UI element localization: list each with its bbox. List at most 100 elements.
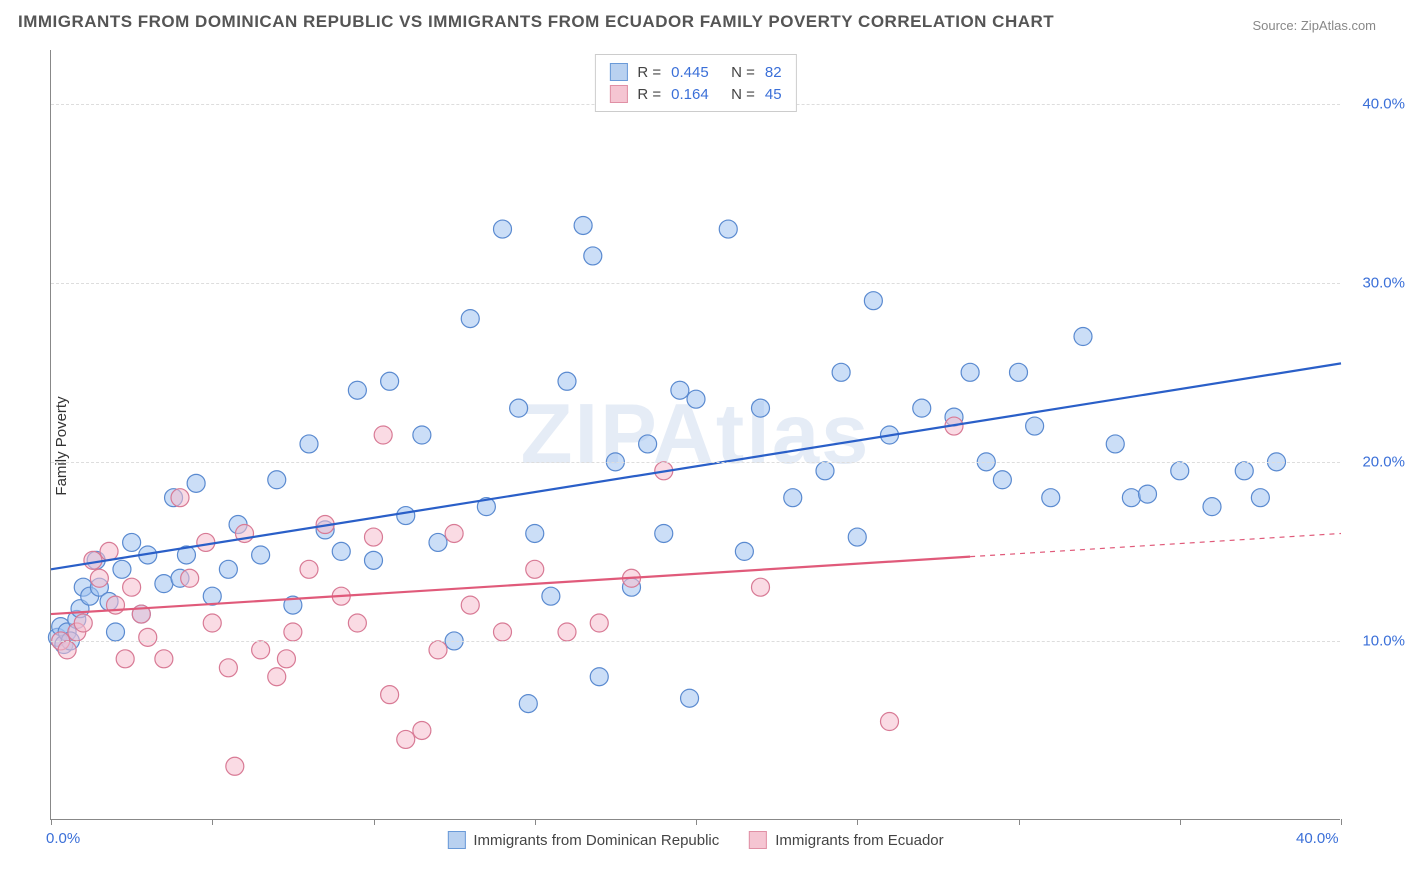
data-point (300, 560, 318, 578)
data-point (187, 474, 205, 492)
data-point (735, 542, 753, 560)
data-point (526, 560, 544, 578)
legend-swatch (447, 831, 465, 849)
data-point (752, 399, 770, 417)
legend-r-label: R = (637, 64, 661, 81)
gridline (51, 641, 1340, 642)
x-tick (1019, 819, 1020, 825)
data-point (1106, 435, 1124, 453)
data-point (381, 686, 399, 704)
data-point (993, 471, 1011, 489)
data-point (397, 730, 415, 748)
series-name: Immigrants from Ecuador (775, 832, 943, 849)
data-point (107, 623, 125, 641)
data-point (681, 689, 699, 707)
data-point (348, 381, 366, 399)
y-tick-label: 20.0% (1362, 453, 1405, 470)
x-tick (535, 819, 536, 825)
data-point (100, 542, 118, 560)
data-point (197, 533, 215, 551)
data-point (300, 435, 318, 453)
data-point (381, 372, 399, 390)
data-point (413, 721, 431, 739)
data-point (864, 292, 882, 310)
data-point (1251, 489, 1269, 507)
data-point (816, 462, 834, 480)
data-point (252, 546, 270, 564)
data-point (510, 399, 528, 417)
data-point (397, 507, 415, 525)
data-point (848, 528, 866, 546)
data-point (268, 471, 286, 489)
legend-r-value: 0.164 (671, 86, 721, 103)
legend-row: R = 0.164 N = 45 (609, 83, 781, 105)
data-point (219, 560, 237, 578)
data-point (413, 426, 431, 444)
legend-swatch (749, 831, 767, 849)
data-point (558, 623, 576, 641)
legend-swatch (609, 63, 627, 81)
source-attribution: Source: ZipAtlas.com (1252, 18, 1376, 33)
data-point (1122, 489, 1140, 507)
data-point (881, 713, 899, 731)
x-tick (1180, 819, 1181, 825)
data-point (494, 623, 512, 641)
legend-n-label: N = (731, 64, 755, 81)
x-tick (51, 819, 52, 825)
data-point (155, 650, 173, 668)
legend-swatch (609, 85, 627, 103)
data-point (719, 220, 737, 238)
data-point (1074, 328, 1092, 346)
data-point (461, 596, 479, 614)
data-point (574, 216, 592, 234)
data-point (284, 623, 302, 641)
data-point (332, 542, 350, 560)
data-point (494, 220, 512, 238)
legend-n-value: 45 (765, 86, 782, 103)
data-point (1026, 417, 1044, 435)
data-point (155, 575, 173, 593)
data-point (58, 641, 76, 659)
correlation-legend: R = 0.445 N = 82 R = 0.164 N = 45 (594, 54, 796, 112)
data-point (90, 569, 108, 587)
x-tick-label: 0.0% (46, 830, 80, 847)
data-point (445, 524, 463, 542)
y-tick-label: 30.0% (1362, 274, 1405, 291)
x-tick (374, 819, 375, 825)
legend-r-value: 0.445 (671, 64, 721, 81)
data-point (1010, 363, 1028, 381)
data-point (268, 668, 286, 686)
data-point (74, 614, 92, 632)
data-point (558, 372, 576, 390)
x-tick-label: 40.0% (1296, 830, 1339, 847)
legend-n-label: N = (731, 86, 755, 103)
data-point (252, 641, 270, 659)
data-point (584, 247, 602, 265)
legend-row: R = 0.445 N = 82 (609, 61, 781, 83)
series-name: Immigrants from Dominican Republic (473, 832, 719, 849)
chart-title: IMMIGRANTS FROM DOMINICAN REPUBLIC VS IM… (18, 12, 1054, 32)
chart-canvas (51, 50, 1340, 819)
series-legend: Immigrants from Dominican Republic Immigr… (447, 831, 943, 849)
x-tick (857, 819, 858, 825)
legend-n-value: 82 (765, 64, 782, 81)
y-tick-label: 10.0% (1362, 632, 1405, 649)
data-point (226, 757, 244, 775)
data-point (365, 551, 383, 569)
data-point (181, 569, 199, 587)
data-point (784, 489, 802, 507)
data-point (542, 587, 560, 605)
data-point (365, 528, 383, 546)
data-point (832, 363, 850, 381)
legend-r-label: R = (637, 86, 661, 103)
data-point (913, 399, 931, 417)
data-point (687, 390, 705, 408)
data-point (519, 695, 537, 713)
x-tick (1341, 819, 1342, 825)
data-point (203, 587, 221, 605)
plot-area: ZIPAtlas R =0.445N =82R =0.164N =45 Immi… (50, 50, 1340, 820)
data-point (113, 560, 131, 578)
data-point (348, 614, 366, 632)
data-point (171, 489, 189, 507)
data-point (461, 310, 479, 328)
